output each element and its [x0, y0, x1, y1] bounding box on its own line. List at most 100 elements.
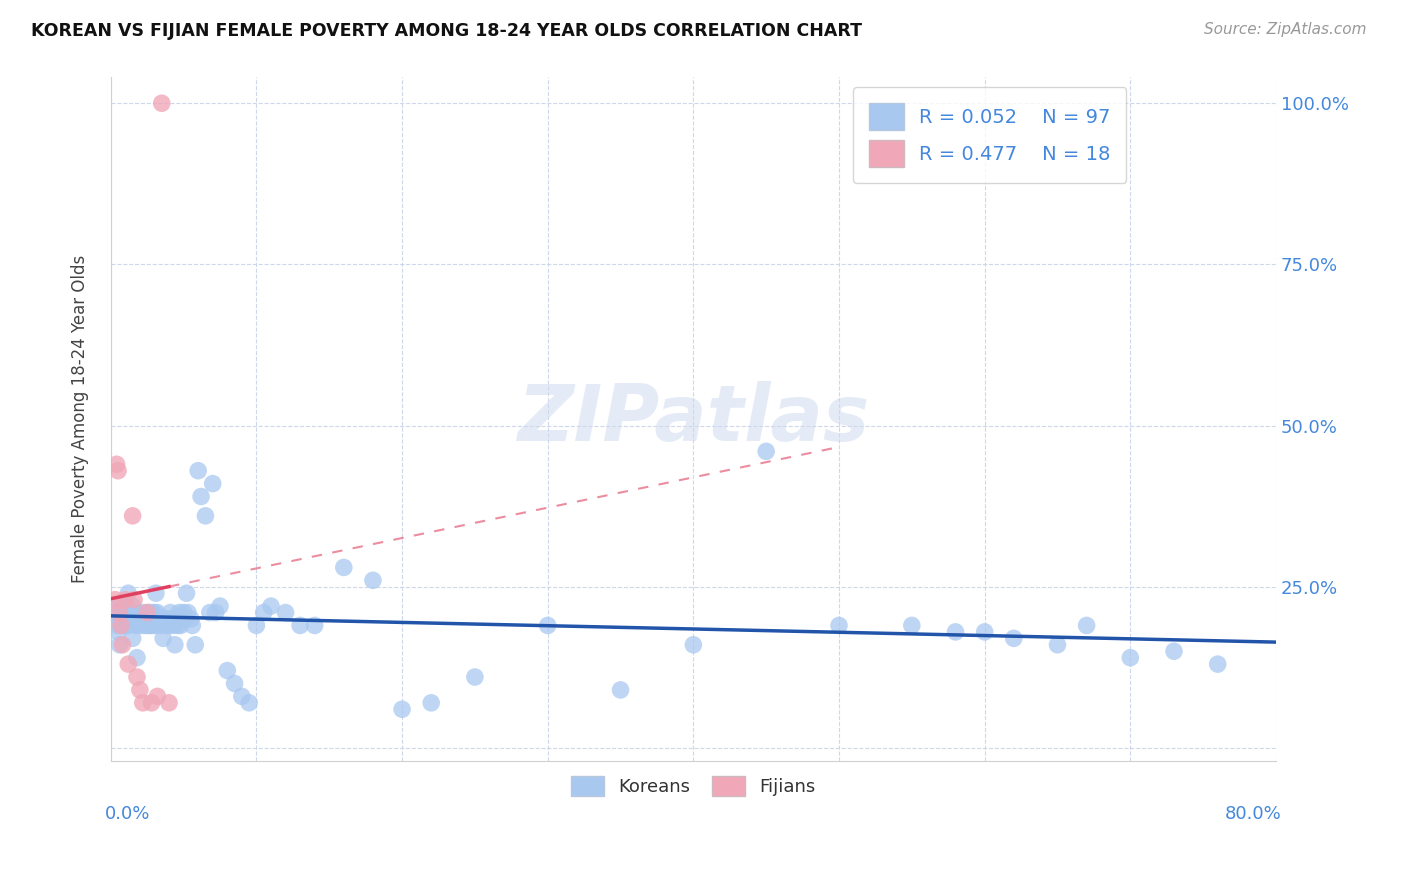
Point: [135, 612, 157, 626]
Point: [682, 638, 704, 652]
Point: [146, 690, 169, 704]
Point: [174, 612, 197, 626]
Point: [107, 624, 129, 639]
Point: [238, 696, 260, 710]
Point: [121, 599, 143, 613]
Point: [132, 606, 155, 620]
Point: [149, 618, 172, 632]
Point: [260, 599, 283, 613]
Point: [173, 606, 195, 620]
Point: [361, 574, 384, 588]
Point: [184, 638, 207, 652]
Point: [129, 618, 152, 632]
Point: [198, 606, 221, 620]
Point: [167, 606, 190, 620]
Point: [117, 586, 139, 600]
Point: [755, 444, 778, 458]
Point: [114, 592, 136, 607]
Point: [155, 618, 177, 632]
Point: [115, 612, 138, 626]
Point: [201, 476, 224, 491]
Point: [1076, 618, 1098, 632]
Point: [537, 618, 560, 632]
Point: [148, 612, 170, 626]
Point: [121, 508, 143, 523]
Point: [110, 599, 132, 613]
Point: [150, 96, 173, 111]
Point: [1119, 650, 1142, 665]
Point: [132, 696, 155, 710]
Point: [253, 606, 276, 620]
Point: [163, 638, 186, 652]
Point: [333, 560, 356, 574]
Point: [152, 632, 174, 646]
Point: [131, 612, 153, 626]
Point: [108, 612, 131, 626]
Point: [125, 670, 148, 684]
Point: [304, 618, 326, 632]
Point: [170, 618, 193, 632]
Point: [157, 618, 180, 632]
Point: [165, 612, 187, 626]
Text: ZIPatlas: ZIPatlas: [517, 381, 869, 457]
Point: [420, 696, 443, 710]
Y-axis label: Female Poverty Among 18-24 Year Olds: Female Poverty Among 18-24 Year Olds: [72, 255, 89, 583]
Point: [150, 612, 173, 626]
Point: [125, 650, 148, 665]
Point: [108, 606, 131, 620]
Point: [129, 682, 152, 697]
Point: [110, 618, 132, 632]
Point: [141, 606, 163, 620]
Point: [146, 606, 169, 620]
Point: [112, 612, 135, 626]
Point: [143, 618, 166, 632]
Point: [107, 464, 129, 478]
Point: [208, 599, 231, 613]
Point: [107, 599, 129, 613]
Point: [104, 606, 127, 620]
Point: [231, 690, 253, 704]
Point: [122, 592, 145, 607]
Text: 80.0%: 80.0%: [1225, 805, 1282, 823]
Point: [464, 670, 486, 684]
Point: [145, 586, 167, 600]
Point: [127, 612, 149, 626]
Point: [141, 618, 163, 632]
Text: 0.0%: 0.0%: [105, 805, 150, 823]
Legend: Koreans, Fijians: Koreans, Fijians: [564, 769, 823, 803]
Point: [187, 464, 209, 478]
Point: [217, 664, 239, 678]
Point: [973, 624, 995, 639]
Point: [143, 606, 166, 620]
Point: [122, 612, 145, 626]
Point: [166, 618, 188, 632]
Point: [901, 618, 924, 632]
Point: [190, 490, 212, 504]
Point: [180, 612, 202, 626]
Point: [177, 606, 200, 620]
Point: [139, 618, 162, 632]
Point: [1046, 638, 1069, 652]
Point: [136, 606, 159, 620]
Point: [1163, 644, 1185, 658]
Point: [162, 618, 184, 632]
Point: [157, 612, 180, 626]
Point: [104, 592, 127, 607]
Point: [118, 612, 141, 626]
Text: KOREAN VS FIJIAN FEMALE POVERTY AMONG 18-24 YEAR OLDS CORRELATION CHART: KOREAN VS FIJIAN FEMALE POVERTY AMONG 18…: [31, 22, 862, 40]
Point: [105, 618, 128, 632]
Point: [114, 599, 136, 613]
Point: [153, 612, 176, 626]
Point: [181, 618, 204, 632]
Point: [828, 618, 851, 632]
Point: [245, 618, 267, 632]
Point: [157, 696, 180, 710]
Point: [945, 624, 967, 639]
Point: [124, 618, 146, 632]
Point: [204, 606, 226, 620]
Point: [224, 676, 246, 690]
Point: [141, 696, 163, 710]
Point: [111, 606, 134, 620]
Point: [121, 632, 143, 646]
Point: [111, 638, 134, 652]
